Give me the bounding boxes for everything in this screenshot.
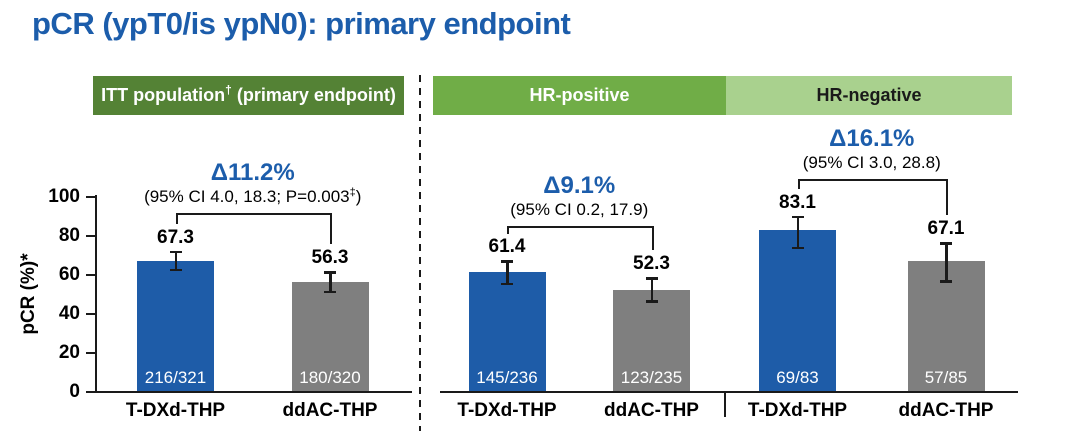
fraction-label: 123/235 [620,368,683,387]
comparison-bracket [175,213,332,215]
error-bar-cap-bottom [791,246,804,250]
y-axis-tick-label: 40 [58,303,80,324]
x-axis-line-left [96,391,412,393]
x-axis-label: ddAC-THP [898,400,994,421]
x-axis-label: T-DXd-THP [747,400,848,421]
bar-t-dxd-thp [137,260,214,391]
y-axis-tick [86,313,95,315]
x-axis-label: ddAC-THP [604,400,699,421]
value-label: 67.1 [927,218,965,240]
value-label: 61.4 [488,236,526,258]
value-label: 52.3 [633,253,670,275]
y-axis-tick [86,274,95,276]
y-axis-tick [86,352,95,354]
fraction-label: 180/320 [299,368,361,387]
y-axis-tick [86,391,95,393]
value-label: 83.1 [779,191,816,213]
x-axis-label: T-DXd-THP [457,400,557,421]
bar-t-dxd-thp [468,272,546,391]
x-axis-label: ddAC-THP [282,400,378,421]
y-axis-tick-label: 80 [58,225,80,246]
x-axis-label: T-DXd-THP [125,400,226,421]
y-axis-tick-label: 0 [69,381,80,402]
error-bar-cap-bottom [645,300,658,303]
error-bar-cap-top [169,250,182,254]
y-axis-tick-label: 20 [58,342,80,363]
error-bar-cap-top [791,215,804,219]
error-bar-cap-bottom [169,268,182,272]
fraction-label: 57/85 [924,368,968,387]
panel-header-hr-negative-label: HR-negative [816,85,922,105]
error-bar-line [329,271,332,294]
bar-ddac-thp [613,290,690,391]
y-axis-spine [95,195,97,393]
delta-label: Δ11.2% [210,159,295,186]
error-bar-cap-top [940,242,952,245]
comparison-bracket-leg-right [946,179,948,216]
error-bar-cap-top [645,277,658,280]
fraction-label: 69/83 [776,368,819,387]
value-label: 67.3 [157,226,194,248]
ci-label: (95% CI 0.2, 17.9) [510,200,649,219]
error-bar-cap-top [324,271,336,274]
y-axis-tick [86,235,95,237]
error-bar-cap-bottom [501,282,513,286]
panel-header-hr-positive: HR-positive [433,76,726,115]
bar-ddac-thp [291,282,369,391]
bar-t-dxd-thp [759,229,836,391]
error-bar-cap-top [501,260,513,263]
panel-header-hr-positive-label: HR-positive [529,85,630,105]
error-bar-line [650,277,653,303]
ci-label: (95% CI 4.0, 18.3; P=0.003‡) [144,186,362,206]
y-axis-tick [86,196,95,198]
panel-header-itt: ITT population† (primary endpoint) [93,76,404,115]
error-bar-line [174,250,177,272]
y-axis-tick-label: 100 [48,186,80,207]
hr-panels-divider-tick [724,392,726,417]
fraction-label: 145/236 [476,368,538,387]
error-bar-line [796,215,799,250]
comparison-bracket-leg-right [651,226,654,251]
delta-label: Δ9.1% [543,172,616,199]
comparison-bracket [507,226,654,228]
y-axis-title: pCR (%)* [18,253,39,335]
comparison-bracket-leg-left [507,226,509,234]
error-bar-cap-bottom [940,280,952,283]
value-label: 56.3 [311,247,349,269]
x-axis-line-right [440,391,1018,393]
delta-label: Δ16.1% [829,125,915,152]
error-bar-line [506,260,509,286]
panel-header-hr-negative: HR-negative [726,76,1012,115]
slide-title: pCR (ypT0/is ypN0): primary endpoint [32,6,571,41]
comparison-bracket-leg-right [330,213,332,245]
comparison-bracket [797,179,948,181]
comparison-bracket-leg-left [175,213,178,224]
error-bar-cap-bottom [324,290,336,294]
error-bar-line [945,242,948,283]
comparison-bracket-leg-left [797,179,800,189]
fraction-label: 216/321 [144,368,207,387]
y-axis-tick-label: 60 [58,264,80,285]
ci-label: (95% CI 3.0, 28.8) [802,153,941,172]
panel-separator-line [419,75,421,431]
panel-header-itt-label: ITT population† (primary endpoint) [101,83,396,105]
